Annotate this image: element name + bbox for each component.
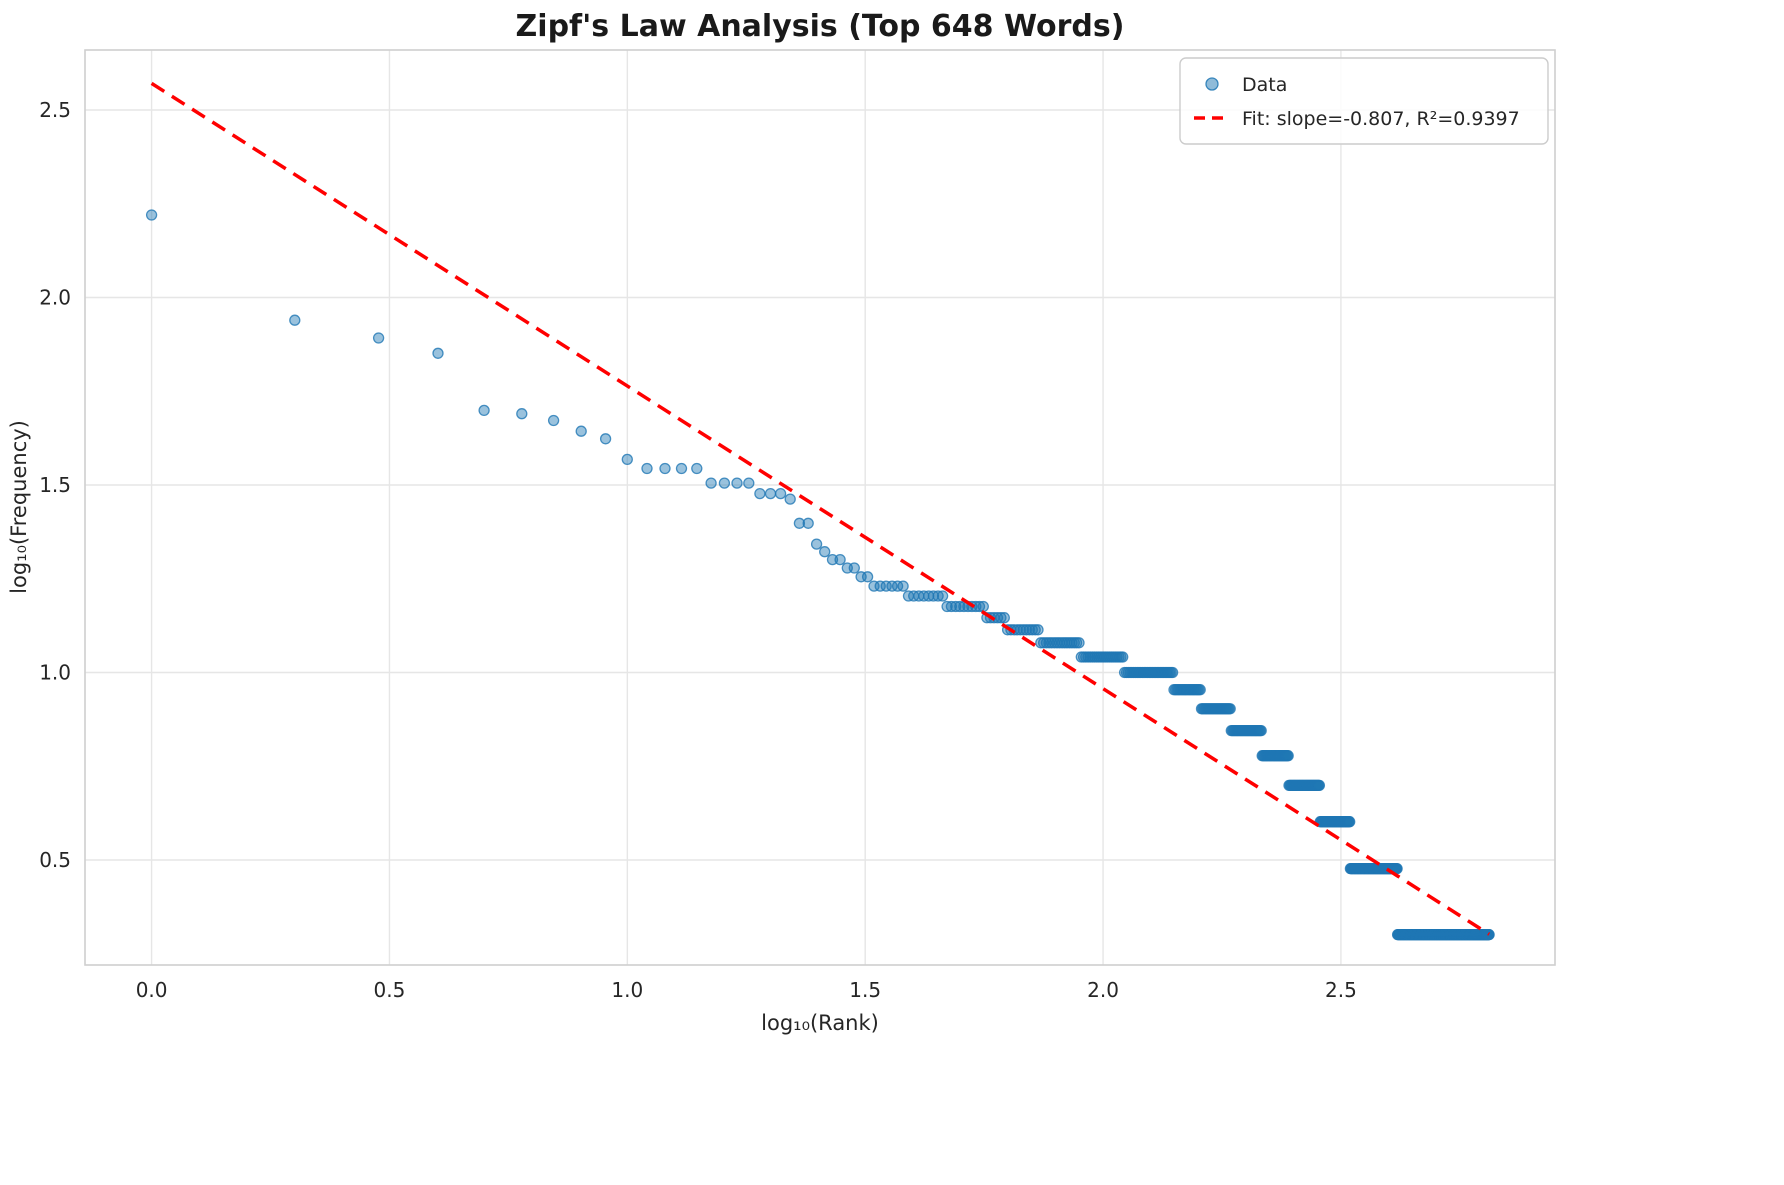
data-point bbox=[826, 553, 839, 566]
data-point bbox=[941, 600, 953, 613]
data-point bbox=[774, 487, 787, 500]
y-tick-label: 1.0 bbox=[39, 661, 71, 685]
legend-item-fit: Fit: slope=-0.807, R²=0.9397 bbox=[1242, 108, 1520, 130]
legend-box bbox=[1179, 57, 1549, 145]
legend-item-data: Data bbox=[1242, 74, 1287, 96]
data-point bbox=[1344, 816, 1356, 828]
data-point bbox=[691, 462, 703, 475]
x-tick-label: 2.0 bbox=[1087, 978, 1119, 1002]
data-point bbox=[764, 487, 777, 500]
x-tick-label: 0.5 bbox=[374, 978, 406, 1002]
data-point bbox=[754, 487, 766, 500]
data-point bbox=[575, 425, 587, 437]
data-point bbox=[1194, 684, 1206, 696]
plot-area bbox=[85, 50, 1555, 965]
data-points-layer bbox=[145, 209, 1495, 941]
data-point bbox=[1020, 624, 1033, 636]
data-point bbox=[834, 553, 846, 566]
data-point bbox=[945, 600, 958, 613]
y-axis-label: log₁₀(Frequency) bbox=[7, 420, 31, 594]
data-point bbox=[1255, 724, 1267, 737]
data-point bbox=[998, 612, 1010, 624]
data-point bbox=[621, 453, 633, 466]
tick-labels: 0.0 0.5 1.0 1.5 2.0 2.5 0.5 1.0 1.5 2.0 2.5 bbox=[39, 98, 1357, 1002]
data-point bbox=[810, 538, 823, 550]
data-point bbox=[1117, 651, 1129, 663]
data-point bbox=[848, 562, 860, 574]
y-tick-label: 1.5 bbox=[39, 473, 71, 497]
fit-line bbox=[150, 81, 1491, 936]
data-point bbox=[802, 517, 814, 529]
data-point bbox=[897, 580, 909, 592]
x-tick-label: 1.5 bbox=[849, 978, 881, 1002]
y-tick-label: 2.0 bbox=[39, 286, 71, 310]
data-point bbox=[1017, 624, 1030, 636]
x-axis-label: log₁₀(Rank) bbox=[761, 1011, 879, 1035]
data-point bbox=[547, 414, 560, 427]
data-point bbox=[659, 462, 671, 475]
data-point bbox=[1483, 928, 1495, 941]
fit-line-layer bbox=[150, 81, 1491, 936]
data-point bbox=[289, 314, 301, 326]
data-point bbox=[516, 408, 528, 420]
legend: Data Fit: slope=-0.807, R²=0.9397 bbox=[1179, 57, 1549, 145]
data-point bbox=[372, 332, 385, 344]
data-point bbox=[1224, 703, 1236, 715]
data-point bbox=[743, 477, 755, 489]
data-point bbox=[1029, 624, 1041, 636]
chart-title: Zipf's Law Analysis (Top 648 Words) bbox=[516, 9, 1125, 44]
data-point bbox=[1023, 624, 1036, 636]
plot-border bbox=[84, 49, 1556, 966]
data-point bbox=[819, 546, 831, 558]
data-point bbox=[641, 462, 653, 475]
data-point bbox=[1313, 779, 1326, 792]
data-point bbox=[861, 571, 874, 583]
data-point bbox=[731, 477, 743, 489]
data-point bbox=[599, 433, 612, 445]
data-point bbox=[705, 477, 717, 489]
data-point bbox=[1073, 637, 1085, 649]
gridlines bbox=[85, 50, 1555, 965]
data-point bbox=[1282, 750, 1294, 762]
data-point bbox=[1032, 624, 1044, 636]
data-point bbox=[1026, 624, 1038, 636]
data-point bbox=[977, 600, 989, 613]
data-point bbox=[950, 600, 962, 613]
data-point bbox=[954, 600, 966, 613]
data-point bbox=[995, 612, 1007, 624]
x-tick-label: 2.5 bbox=[1325, 978, 1357, 1002]
y-tick-label: 0.5 bbox=[39, 848, 71, 872]
data-point bbox=[936, 590, 949, 602]
data-point bbox=[145, 209, 158, 221]
data-point bbox=[432, 347, 444, 359]
legend-marker-data bbox=[1205, 77, 1219, 91]
x-tick-label: 0.0 bbox=[136, 978, 168, 1002]
data-point bbox=[784, 493, 796, 505]
data-point bbox=[478, 404, 490, 417]
data-point bbox=[675, 462, 688, 475]
data-point bbox=[880, 580, 892, 592]
data-point bbox=[973, 600, 986, 613]
data-point bbox=[1166, 666, 1179, 679]
data-point bbox=[793, 517, 806, 529]
data-point bbox=[874, 580, 886, 592]
data-point bbox=[718, 477, 731, 489]
y-tick-label: 2.5 bbox=[39, 98, 71, 122]
x-tick-label: 1.0 bbox=[611, 978, 643, 1002]
